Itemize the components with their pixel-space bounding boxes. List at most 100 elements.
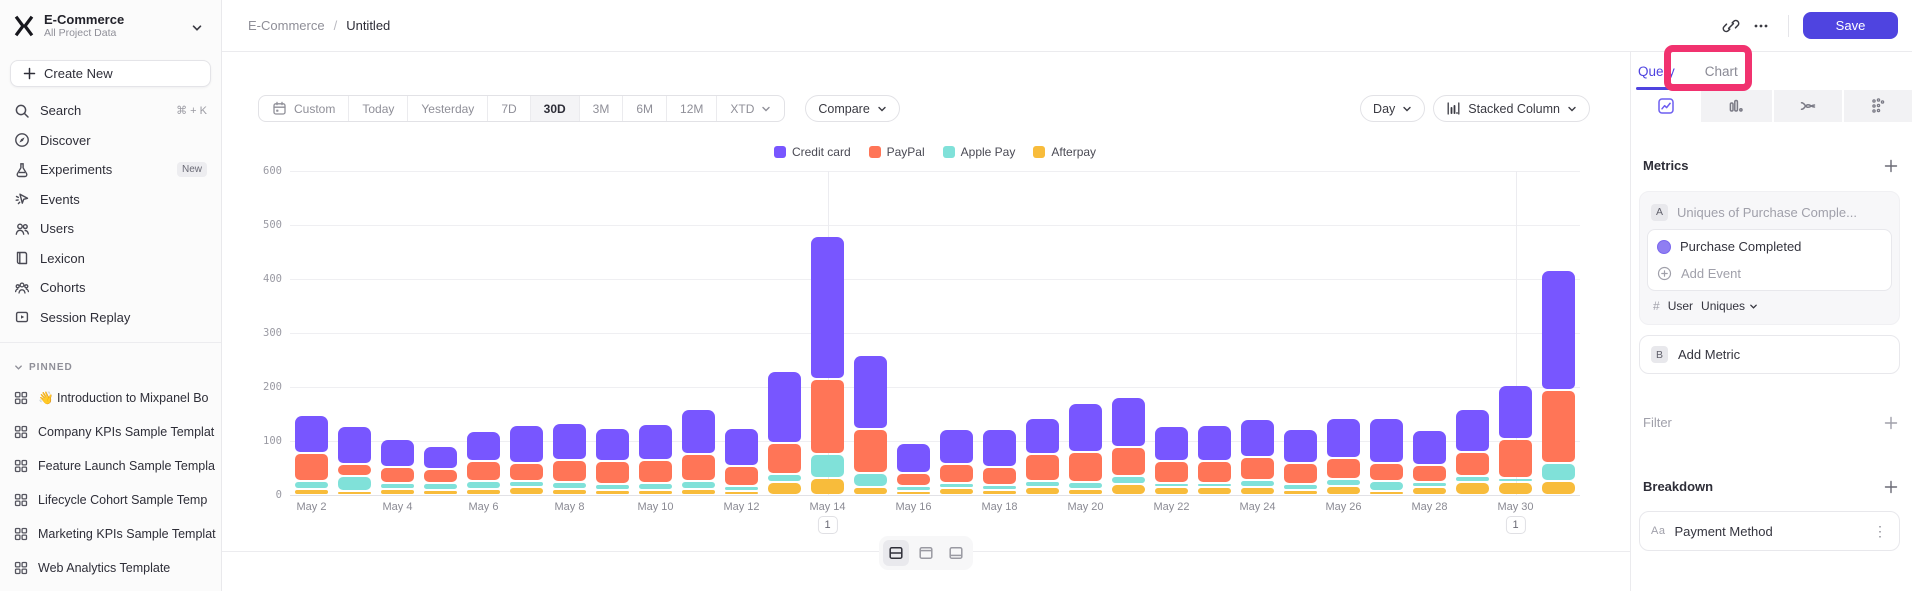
segment-afterpay[interactable] [1284,490,1317,494]
segment-apple-pay[interactable] [983,485,1016,490]
date-range-30d[interactable]: 30D [529,96,579,121]
segment-afterpay[interactable] [1499,482,1532,494]
segment-paypal[interactable] [596,461,629,484]
segment-afterpay[interactable] [1198,487,1231,494]
segment-afterpay[interactable] [1413,488,1446,494]
bar-may-12[interactable] [725,428,758,494]
segment-afterpay[interactable] [768,482,801,494]
segment-afterpay[interactable] [1327,486,1360,494]
segment-paypal[interactable] [768,443,801,473]
add-event-row[interactable]: Add Event [1648,260,1891,287]
create-new-button[interactable]: Create New [10,60,211,87]
segment-apple-pay[interactable] [596,485,629,490]
pinned-board-item[interactable]: Marketing KPIs Sample Templat [0,517,221,551]
add-metric-card[interactable]: B Add Metric [1639,335,1900,374]
segment-credit-card[interactable] [424,446,457,468]
sidebar-item-users[interactable]: Users [0,214,221,244]
sidebar-item-session-replay[interactable]: Session Replay [0,303,221,333]
date-range-custom[interactable]: Custom [259,96,348,121]
segment-credit-card[interactable] [510,425,543,462]
bar-may-6[interactable] [467,431,500,494]
legend-item-apple-pay[interactable]: Apple Pay [942,145,1015,159]
segment-apple-pay[interactable] [1413,483,1446,487]
bar-may-24[interactable] [1241,420,1274,494]
segment-afterpay[interactable] [1069,490,1102,494]
compare-button[interactable]: Compare [805,95,900,122]
segment-credit-card[interactable] [1499,386,1532,439]
bar-may-10[interactable] [639,425,672,494]
segment-credit-card[interactable] [682,410,715,453]
segment-afterpay[interactable] [639,491,672,494]
segment-paypal[interactable] [811,379,844,453]
segment-apple-pay[interactable] [1155,483,1188,487]
segment-credit-card[interactable] [1069,403,1102,451]
metric-name-row[interactable]: A Uniques of Purchase Comple... [1647,199,1892,225]
segment-credit-card[interactable] [639,425,672,459]
segment-paypal[interactable] [1198,462,1231,482]
segment-afterpay[interactable] [1241,488,1274,494]
segment-credit-card[interactable] [1370,418,1403,463]
segment-apple-pay[interactable] [940,484,973,487]
segment-apple-pay[interactable] [1327,480,1360,485]
segment-afterpay[interactable] [1542,481,1575,494]
segment-apple-pay[interactable] [510,481,543,487]
bar-may-17[interactable] [940,429,973,494]
segment-credit-card[interactable] [596,428,629,460]
bar-may-31[interactable] [1542,270,1575,494]
legend-item-paypal[interactable]: PayPal [868,145,925,159]
annotation-badge[interactable]: 1 [817,516,838,534]
flow-chart-tab[interactable] [1771,90,1842,122]
bar-may-5[interactable] [424,446,457,494]
date-range-xtd[interactable]: XTD [716,96,784,121]
bar-may-14[interactable] [811,236,844,494]
scatter-chart-tab[interactable] [1841,90,1912,122]
segment-afterpay[interactable] [553,490,586,494]
sidebar-item-events[interactable]: Events [0,185,221,215]
pinned-board-item[interactable]: Web Analytics Template [0,551,221,585]
segment-apple-pay[interactable] [768,474,801,481]
segment-credit-card[interactable] [1155,427,1188,460]
segment-paypal[interactable] [1241,457,1274,479]
segment-paypal[interactable] [682,454,715,480]
breakdown-property-card[interactable]: Aa Payment Method ⋮ [1639,511,1900,551]
insights-chart-tab[interactable] [1631,90,1702,122]
segment-paypal[interactable] [940,465,973,483]
bar-may-30[interactable] [1499,386,1532,494]
bar-may-9[interactable] [596,428,629,494]
bar-may-13[interactable] [768,371,801,494]
segment-apple-pay[interactable] [1112,477,1145,484]
segment-apple-pay[interactable] [1370,481,1403,490]
bar-may-21[interactable] [1112,398,1145,494]
legend-item-credit-card[interactable]: Credit card [773,145,851,159]
segment-credit-card[interactable] [1026,418,1059,453]
segment-afterpay[interactable] [1112,485,1145,494]
date-range-3m[interactable]: 3M [578,96,623,121]
event-row[interactable]: Purchase Completed [1648,233,1891,260]
segment-apple-pay[interactable] [1241,480,1274,487]
segment-paypal[interactable] [1155,462,1188,482]
segment-afterpay[interactable] [897,491,930,494]
segment-afterpay[interactable] [295,489,328,494]
segment-apple-pay[interactable] [295,481,328,488]
segment-afterpay[interactable] [338,492,371,494]
segment-afterpay[interactable] [1370,491,1403,494]
segment-apple-pay[interactable] [381,483,414,488]
sidebar-item-experiments[interactable]: Experiments New [0,155,221,185]
date-range-12m[interactable]: 12M [666,96,716,121]
pinned-board-item[interactable]: Lifecycle Cohort Sample Temp [0,483,221,517]
sidebar-item-cohorts[interactable]: Cohorts [0,273,221,303]
tab-chart[interactable]: Chart [1704,63,1738,79]
segment-paypal[interactable] [854,430,887,472]
segment-paypal[interactable] [1327,459,1360,479]
segment-paypal[interactable] [725,466,758,485]
bar-may-28[interactable] [1413,431,1446,494]
segment-apple-pay[interactable] [854,473,887,486]
count-mode-dropdown[interactable]: Uniques [1701,299,1758,313]
bar-may-4[interactable] [381,440,414,494]
segment-paypal[interactable] [295,454,328,480]
segment-credit-card[interactable] [854,356,887,429]
segment-afterpay[interactable] [510,488,543,494]
segment-afterpay[interactable] [811,478,844,494]
share-link-button[interactable] [1716,11,1746,41]
segment-afterpay[interactable] [682,490,715,494]
